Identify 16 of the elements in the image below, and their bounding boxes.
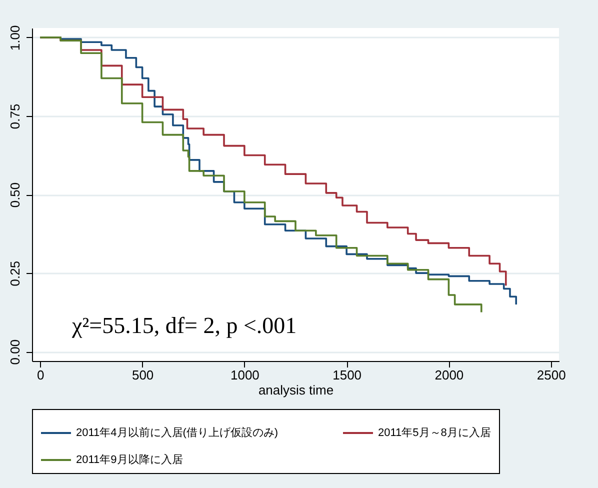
y-tick-label: 1.00 [8, 25, 22, 51]
x-tick-label: 1500 [332, 368, 362, 382]
x-axis-title: analysis time [258, 382, 334, 398]
legend-label: 2011年9月以降に入居 [76, 453, 183, 466]
x-tick-label: 2500 [536, 368, 566, 382]
y-tick-label: 0.50 [8, 182, 22, 208]
y-tick-label: 0.00 [8, 339, 22, 365]
legend-label: 2011年4月以前に入居(借り上げ仮設のみ) [76, 426, 278, 439]
x-tick-label: 500 [132, 368, 154, 382]
legend-label: 2011年5月～8月に入居 [378, 426, 491, 439]
annotation: χ²=55.15, df= 2, p <.001 [71, 313, 297, 338]
y-tick-label: 0.25 [8, 260, 22, 286]
x-tick-label: 0 [37, 368, 44, 382]
x-tick-label: 2000 [434, 368, 464, 382]
y-tick-label: 0.75 [8, 104, 22, 130]
x-tick-label: 1000 [230, 368, 260, 382]
